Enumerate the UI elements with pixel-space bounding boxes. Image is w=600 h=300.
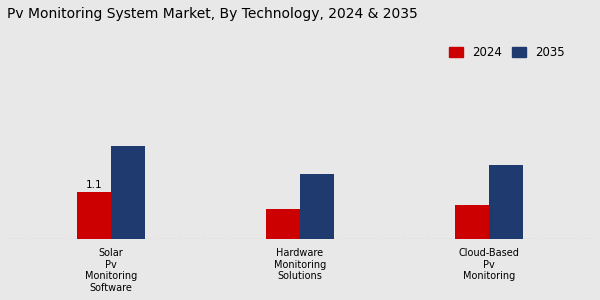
Bar bbox=[111, 146, 145, 238]
Legend: 2024, 2035: 2024, 2035 bbox=[444, 41, 569, 64]
Bar bbox=[489, 165, 523, 238]
Bar bbox=[300, 174, 334, 238]
Bar bbox=[77, 192, 111, 239]
Bar bbox=[266, 209, 300, 239]
Text: Pv Monitoring System Market, By Technology, 2024 & 2035: Pv Monitoring System Market, By Technolo… bbox=[7, 7, 418, 21]
Text: 1.1: 1.1 bbox=[86, 180, 102, 190]
Bar bbox=[455, 205, 489, 238]
